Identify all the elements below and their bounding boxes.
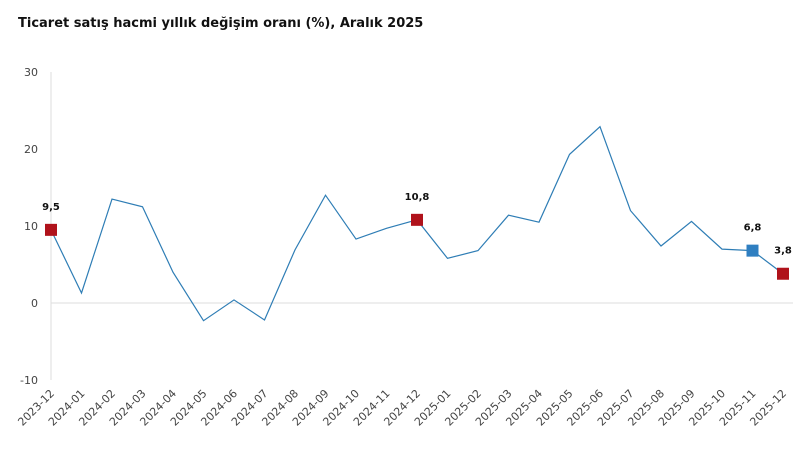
y-tick-label: 10 (24, 220, 38, 233)
y-tick-label: -10 (20, 374, 38, 387)
marker (746, 244, 759, 257)
marker (411, 213, 423, 226)
y-tick-label: 0 (31, 297, 38, 310)
value-label: 3,8 (774, 246, 792, 257)
marker (45, 223, 57, 236)
value-label: 6,8 (744, 223, 762, 234)
value-label: 9,5 (42, 202, 60, 213)
y-tick-label: 20 (24, 143, 38, 156)
chart-title: Ticaret satış hacmi yıllık değişim oranı… (18, 16, 423, 31)
y-tick-label: 30 (24, 66, 38, 79)
marker (777, 267, 789, 280)
value-label: 10,8 (405, 192, 430, 203)
